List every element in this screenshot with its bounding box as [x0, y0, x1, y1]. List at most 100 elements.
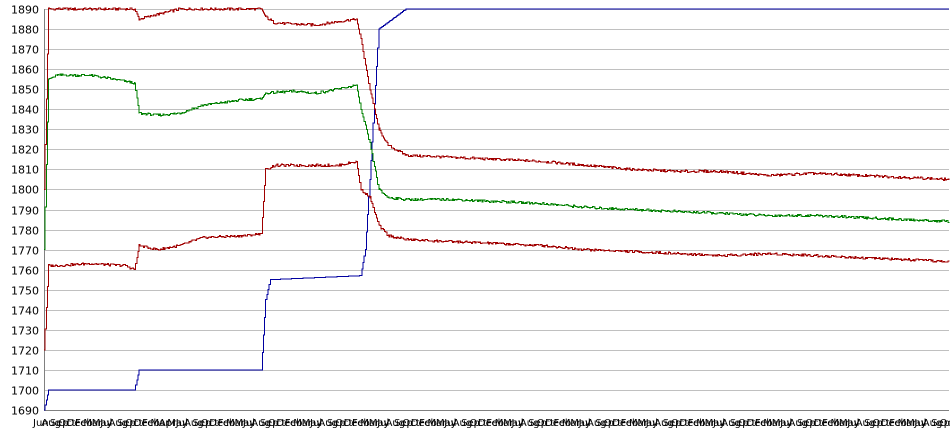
y-tick-label-1890: 1890 [11, 4, 39, 17]
x-tick-label-0: Jun [32, 418, 49, 429]
x-tick-label-102: Feb [889, 418, 907, 429]
x-tick-label-77: Dec [679, 418, 698, 429]
x-tick-label-53: Dec [478, 418, 497, 429]
x-tick-label-48: May [436, 418, 457, 429]
x-tick-label-85: Dec [747, 418, 766, 429]
x-tick-label-14: Mar [151, 418, 171, 429]
x-tick-label-38: Feb [352, 418, 370, 429]
y-tick-label-1730: 1730 [11, 325, 39, 338]
x-tick-label-55: Mar [495, 418, 515, 429]
x-tick-label-34: Aug [318, 418, 338, 429]
x-tick-label-7: May [92, 418, 113, 429]
x-tick-label-44: Oct [402, 418, 419, 429]
x-tick-label-72: May [637, 418, 658, 429]
y-tick-label-1800: 1800 [11, 184, 39, 197]
y-tick-label-1740: 1740 [11, 305, 39, 318]
x-tick-label-37: Dec [344, 418, 363, 429]
x-tick-label-73: Jul [645, 418, 658, 429]
x-tick-label-23: Mar [226, 418, 246, 429]
x-tick-label-41: Jul [376, 418, 389, 429]
y-tick-label-1820: 1820 [11, 144, 39, 157]
x-tick-label-83: Sep [730, 418, 749, 429]
x-tick-label-70: Feb [621, 418, 639, 429]
x-tick-label-96: May [839, 418, 860, 429]
x-tick-label-79: Mar [696, 418, 716, 429]
x-tick-label-27: Sep [260, 418, 279, 429]
x-tick-label-17: Jul [175, 418, 188, 429]
x-tick-label-32: May [302, 418, 323, 429]
y-tick-label-1750: 1750 [11, 285, 39, 298]
x-tick-label-97: Jul [846, 418, 859, 429]
x-tick-label-94: Feb [822, 418, 840, 429]
y-tick-label-1840: 1840 [11, 104, 39, 117]
x-tick-label-93: Dec [814, 418, 833, 429]
x-tick-label-5: Feb [75, 418, 93, 429]
y-tick-label-1870: 1870 [11, 44, 39, 57]
x-tick-label-86: Feb [755, 418, 773, 429]
y-tick-label-1780: 1780 [11, 225, 39, 238]
x-tick-label-18: Aug [184, 418, 204, 429]
x-tick-label-65: Jul [578, 418, 591, 429]
x-tick-label-28: Oct [268, 418, 285, 429]
x-tick-label-95: Mar [831, 418, 851, 429]
x-tick-label-16: May [167, 418, 188, 429]
x-tick-label-88: May [772, 418, 793, 429]
x-tick-label-2: Sep [50, 418, 69, 429]
x-tick-label-61: Dec [545, 418, 564, 429]
x-tick-label-63: Mar [562, 418, 582, 429]
y-tick-label-1700: 1700 [11, 385, 39, 398]
series-line-1 [44, 7, 950, 190]
x-tick-label-50: Aug [453, 418, 473, 429]
x-tick-label-22: Feb [218, 418, 236, 429]
x-tick-label-6: Mar [83, 418, 103, 429]
y-tick-label-1720: 1720 [11, 345, 39, 358]
x-tick-label-71: Mar [629, 418, 649, 429]
x-tick-label-90: Aug [789, 418, 809, 429]
x-tick-label-69: Dec [612, 418, 631, 429]
x-tick-label-35: Sep [327, 418, 346, 429]
x-tick-label-78: Feb [688, 418, 706, 429]
x-tick-label-103: Mar [898, 418, 918, 429]
grid-layer [44, 9, 949, 411]
x-tick-label-43: Sep [394, 418, 413, 429]
x-tick-label-29: Dec [276, 418, 295, 429]
x-tick-label-15: Apr [159, 418, 177, 429]
x-tick-label-39: Mar [360, 418, 380, 429]
x-tick-label-51: Sep [461, 418, 480, 429]
x-tick-label-87: Mar [763, 418, 783, 429]
x-tick-label-56: May [503, 418, 524, 429]
x-tick-label-24: May [235, 418, 256, 429]
x-tick-label-58: Aug [520, 418, 540, 429]
x-tick-label-30: Feb [285, 418, 303, 429]
x-tick-label-92: Oct [805, 418, 822, 429]
x-tick-label-64: May [570, 418, 591, 429]
y-tick-label-1830: 1830 [11, 124, 39, 137]
x-tick-label-54: Feb [486, 418, 504, 429]
y-tick-label-1860: 1860 [11, 64, 39, 77]
x-tick-label-98: Aug [856, 418, 876, 429]
x-tick-label-4: Dec [67, 418, 86, 429]
x-tick-label-75: Sep [663, 418, 682, 429]
x-tick-label-21: Dec [209, 418, 228, 429]
x-tick-label-46: Feb [419, 418, 437, 429]
x-tick-label-36: Oct [335, 418, 352, 429]
x-tick-label-62: Feb [554, 418, 572, 429]
y-tick-label-1850: 1850 [11, 84, 39, 97]
x-tick-label-26: Aug [251, 418, 271, 429]
series-line-0 [44, 8, 949, 411]
x-tick-label-101: Dec [881, 418, 900, 429]
x-tick-label-52: Oct [470, 418, 487, 429]
y-tick-label-1760: 1760 [11, 265, 39, 278]
x-tick-label-13: Feb [142, 418, 160, 429]
x-tick-label-89: Jul [779, 418, 792, 429]
x-tick-label-66: Aug [587, 418, 607, 429]
x-tick-label-67: Sep [595, 418, 614, 429]
x-tick-label-12: Dec [134, 418, 153, 429]
x-tick-label-80: May [705, 418, 726, 429]
y-tick-label-1810: 1810 [11, 164, 39, 177]
x-tick-label-10: Sep [117, 418, 136, 429]
x-tick-label-45: Dec [411, 418, 430, 429]
x-tick-label-11: Oct [125, 418, 142, 429]
